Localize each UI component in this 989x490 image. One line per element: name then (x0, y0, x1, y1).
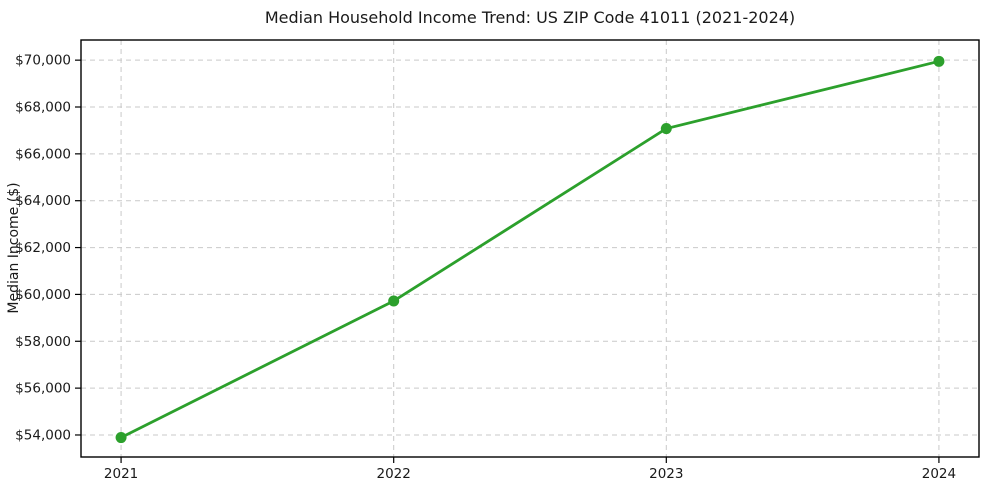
y-tick-label: $60,000 (15, 287, 71, 303)
data-point-marker (660, 123, 672, 135)
y-tick-label: $68,000 (15, 100, 71, 116)
y-tick-label: $66,000 (15, 146, 71, 162)
data-point-marker (115, 432, 127, 444)
data-line (119, 59, 941, 439)
x-tick-label: 2022 (377, 466, 411, 482)
y-tick-label: $64,000 (15, 193, 71, 209)
x-tick-label: 2023 (649, 466, 683, 482)
y-tick-label: $56,000 (15, 381, 71, 397)
data-point-marker (933, 55, 945, 67)
x-tick-label: 2021 (104, 466, 138, 482)
y-tick-label: $54,000 (15, 427, 71, 443)
y-tick-label: $62,000 (15, 240, 71, 256)
plot-border (80, 39, 980, 458)
data-point-marker (388, 295, 400, 307)
x-tick-label: 2024 (922, 466, 956, 482)
chart-title: Median Household Income Trend: US ZIP Co… (264, 8, 796, 27)
y-tick-label: $58,000 (15, 334, 71, 350)
y-tick-label: $70,000 (15, 53, 71, 69)
